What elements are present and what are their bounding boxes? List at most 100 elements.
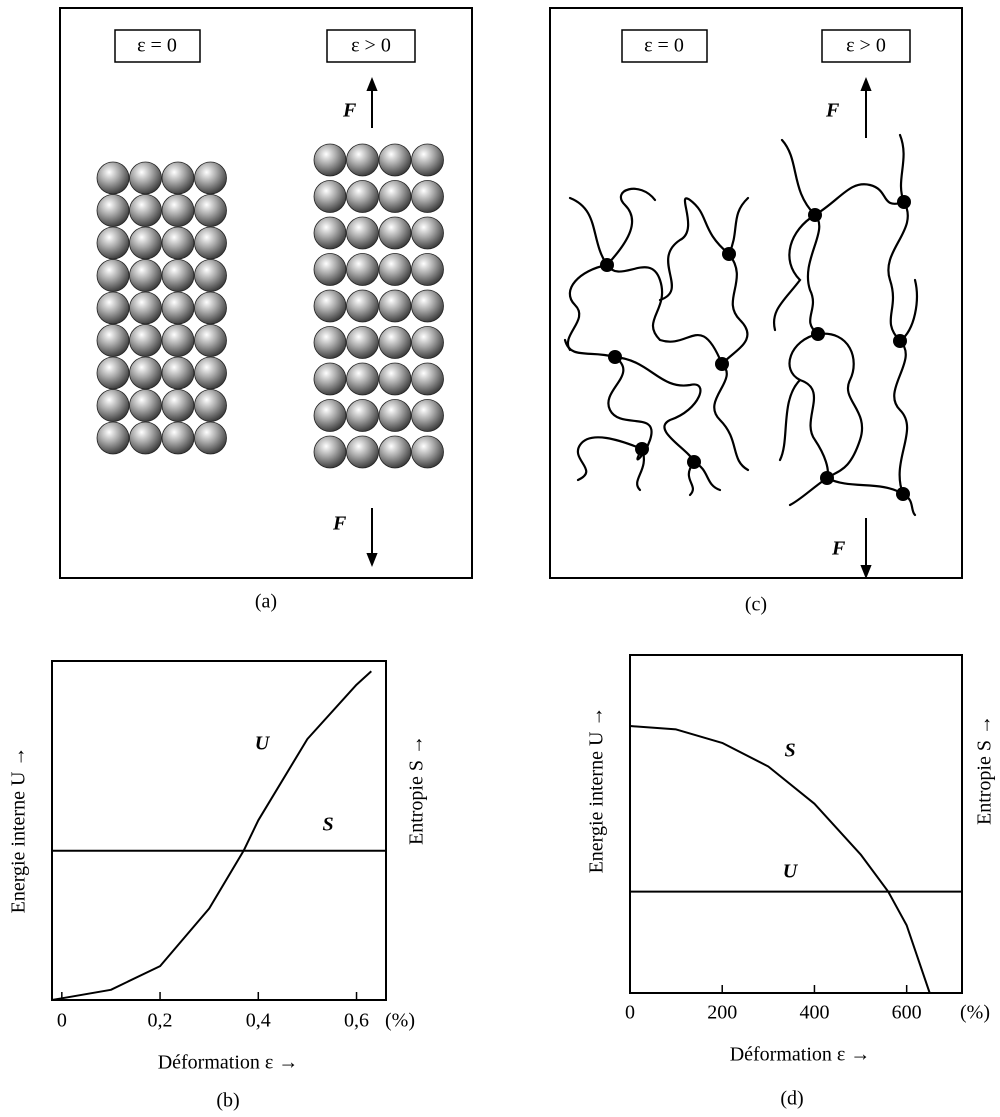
atom bbox=[313, 289, 347, 323]
atom bbox=[313, 143, 347, 177]
atom bbox=[96, 356, 130, 390]
atom bbox=[96, 291, 130, 325]
atom bbox=[313, 326, 347, 359]
atom bbox=[96, 324, 130, 357]
x-tick-label: 0 bbox=[625, 1002, 635, 1024]
caption: (a) bbox=[255, 591, 277, 613]
atom bbox=[411, 143, 444, 177]
atom bbox=[96, 226, 130, 260]
atom bbox=[378, 253, 412, 286]
atom bbox=[96, 161, 130, 195]
label-box bbox=[621, 29, 708, 63]
crosslink bbox=[608, 350, 622, 364]
chain bbox=[788, 476, 917, 517]
atom bbox=[411, 362, 444, 396]
chain bbox=[636, 447, 722, 497]
atom bbox=[161, 259, 195, 292]
crosslink bbox=[715, 357, 729, 371]
atom bbox=[161, 161, 195, 195]
series-label: S bbox=[322, 814, 333, 836]
atom bbox=[411, 326, 444, 359]
atom bbox=[161, 324, 195, 357]
series-line bbox=[629, 725, 931, 994]
crosslink bbox=[600, 258, 614, 272]
strain-label: ε = 0 bbox=[644, 35, 684, 57]
atom bbox=[313, 399, 347, 432]
x-unit: (%) bbox=[960, 1002, 990, 1024]
chain bbox=[568, 196, 724, 366]
x-tick-label: 0 bbox=[57, 1010, 67, 1032]
atom bbox=[346, 289, 379, 323]
x-tick-label: 400 bbox=[799, 1002, 829, 1024]
chain bbox=[898, 278, 918, 343]
crosslink bbox=[722, 247, 736, 261]
atom bbox=[346, 180, 379, 213]
y-axis-label: Energie interne U → bbox=[586, 707, 608, 874]
crosslink bbox=[896, 487, 910, 501]
chain bbox=[778, 378, 802, 462]
y2-axis-label: Entropie S → bbox=[974, 715, 996, 825]
x-tick-label: 0,4 bbox=[246, 1010, 271, 1032]
atom bbox=[161, 389, 195, 422]
strain-label: ε = 0 bbox=[137, 35, 177, 57]
atom bbox=[161, 226, 195, 260]
crosslink bbox=[808, 208, 822, 222]
atom bbox=[313, 362, 347, 396]
strain-label: ε > 0 bbox=[846, 35, 886, 57]
atom bbox=[346, 362, 379, 396]
atom bbox=[313, 216, 347, 250]
atom bbox=[129, 421, 162, 455]
polymer-network bbox=[563, 133, 918, 517]
atom-lattice bbox=[96, 143, 444, 469]
atom bbox=[129, 259, 162, 292]
crosslink bbox=[897, 195, 911, 209]
atom bbox=[346, 216, 379, 250]
atom bbox=[378, 362, 412, 396]
panel-frame bbox=[549, 7, 963, 579]
chain bbox=[658, 197, 731, 302]
chain bbox=[788, 332, 829, 480]
plot-frame bbox=[51, 660, 387, 1001]
atom bbox=[411, 435, 444, 469]
atom bbox=[129, 226, 162, 260]
x-tick-label: 600 bbox=[892, 1002, 922, 1024]
x-tick-label: 0,2 bbox=[148, 1010, 173, 1032]
chain bbox=[713, 362, 750, 472]
atom bbox=[378, 326, 412, 359]
atom bbox=[378, 180, 412, 213]
crosslink bbox=[811, 327, 825, 341]
atom bbox=[194, 194, 227, 227]
force-label: F bbox=[342, 100, 357, 122]
atom bbox=[161, 194, 195, 227]
atom bbox=[411, 216, 444, 250]
atom bbox=[346, 253, 379, 286]
chain bbox=[566, 263, 609, 352]
crosslink bbox=[635, 442, 649, 456]
atom bbox=[96, 194, 130, 227]
chain bbox=[613, 355, 702, 464]
atom bbox=[194, 259, 227, 292]
chain bbox=[893, 339, 909, 496]
atom bbox=[194, 226, 227, 260]
force-label: F bbox=[825, 100, 840, 122]
series-label: U bbox=[783, 861, 799, 883]
atom bbox=[411, 399, 444, 432]
atom bbox=[194, 421, 227, 455]
atom bbox=[378, 289, 412, 323]
atom bbox=[346, 143, 379, 177]
x-tick-label: 0,6 bbox=[344, 1010, 369, 1032]
x-tick-label: 200 bbox=[707, 1002, 737, 1024]
chain bbox=[772, 213, 817, 332]
chain bbox=[727, 196, 750, 256]
atom bbox=[378, 143, 412, 177]
atom bbox=[411, 180, 444, 213]
atom bbox=[161, 356, 195, 390]
atom bbox=[411, 289, 444, 323]
chain bbox=[813, 183, 906, 217]
atom bbox=[194, 356, 227, 390]
caption: (b) bbox=[216, 1090, 239, 1112]
atom bbox=[313, 180, 347, 213]
chain bbox=[816, 332, 863, 480]
atom bbox=[96, 259, 130, 292]
